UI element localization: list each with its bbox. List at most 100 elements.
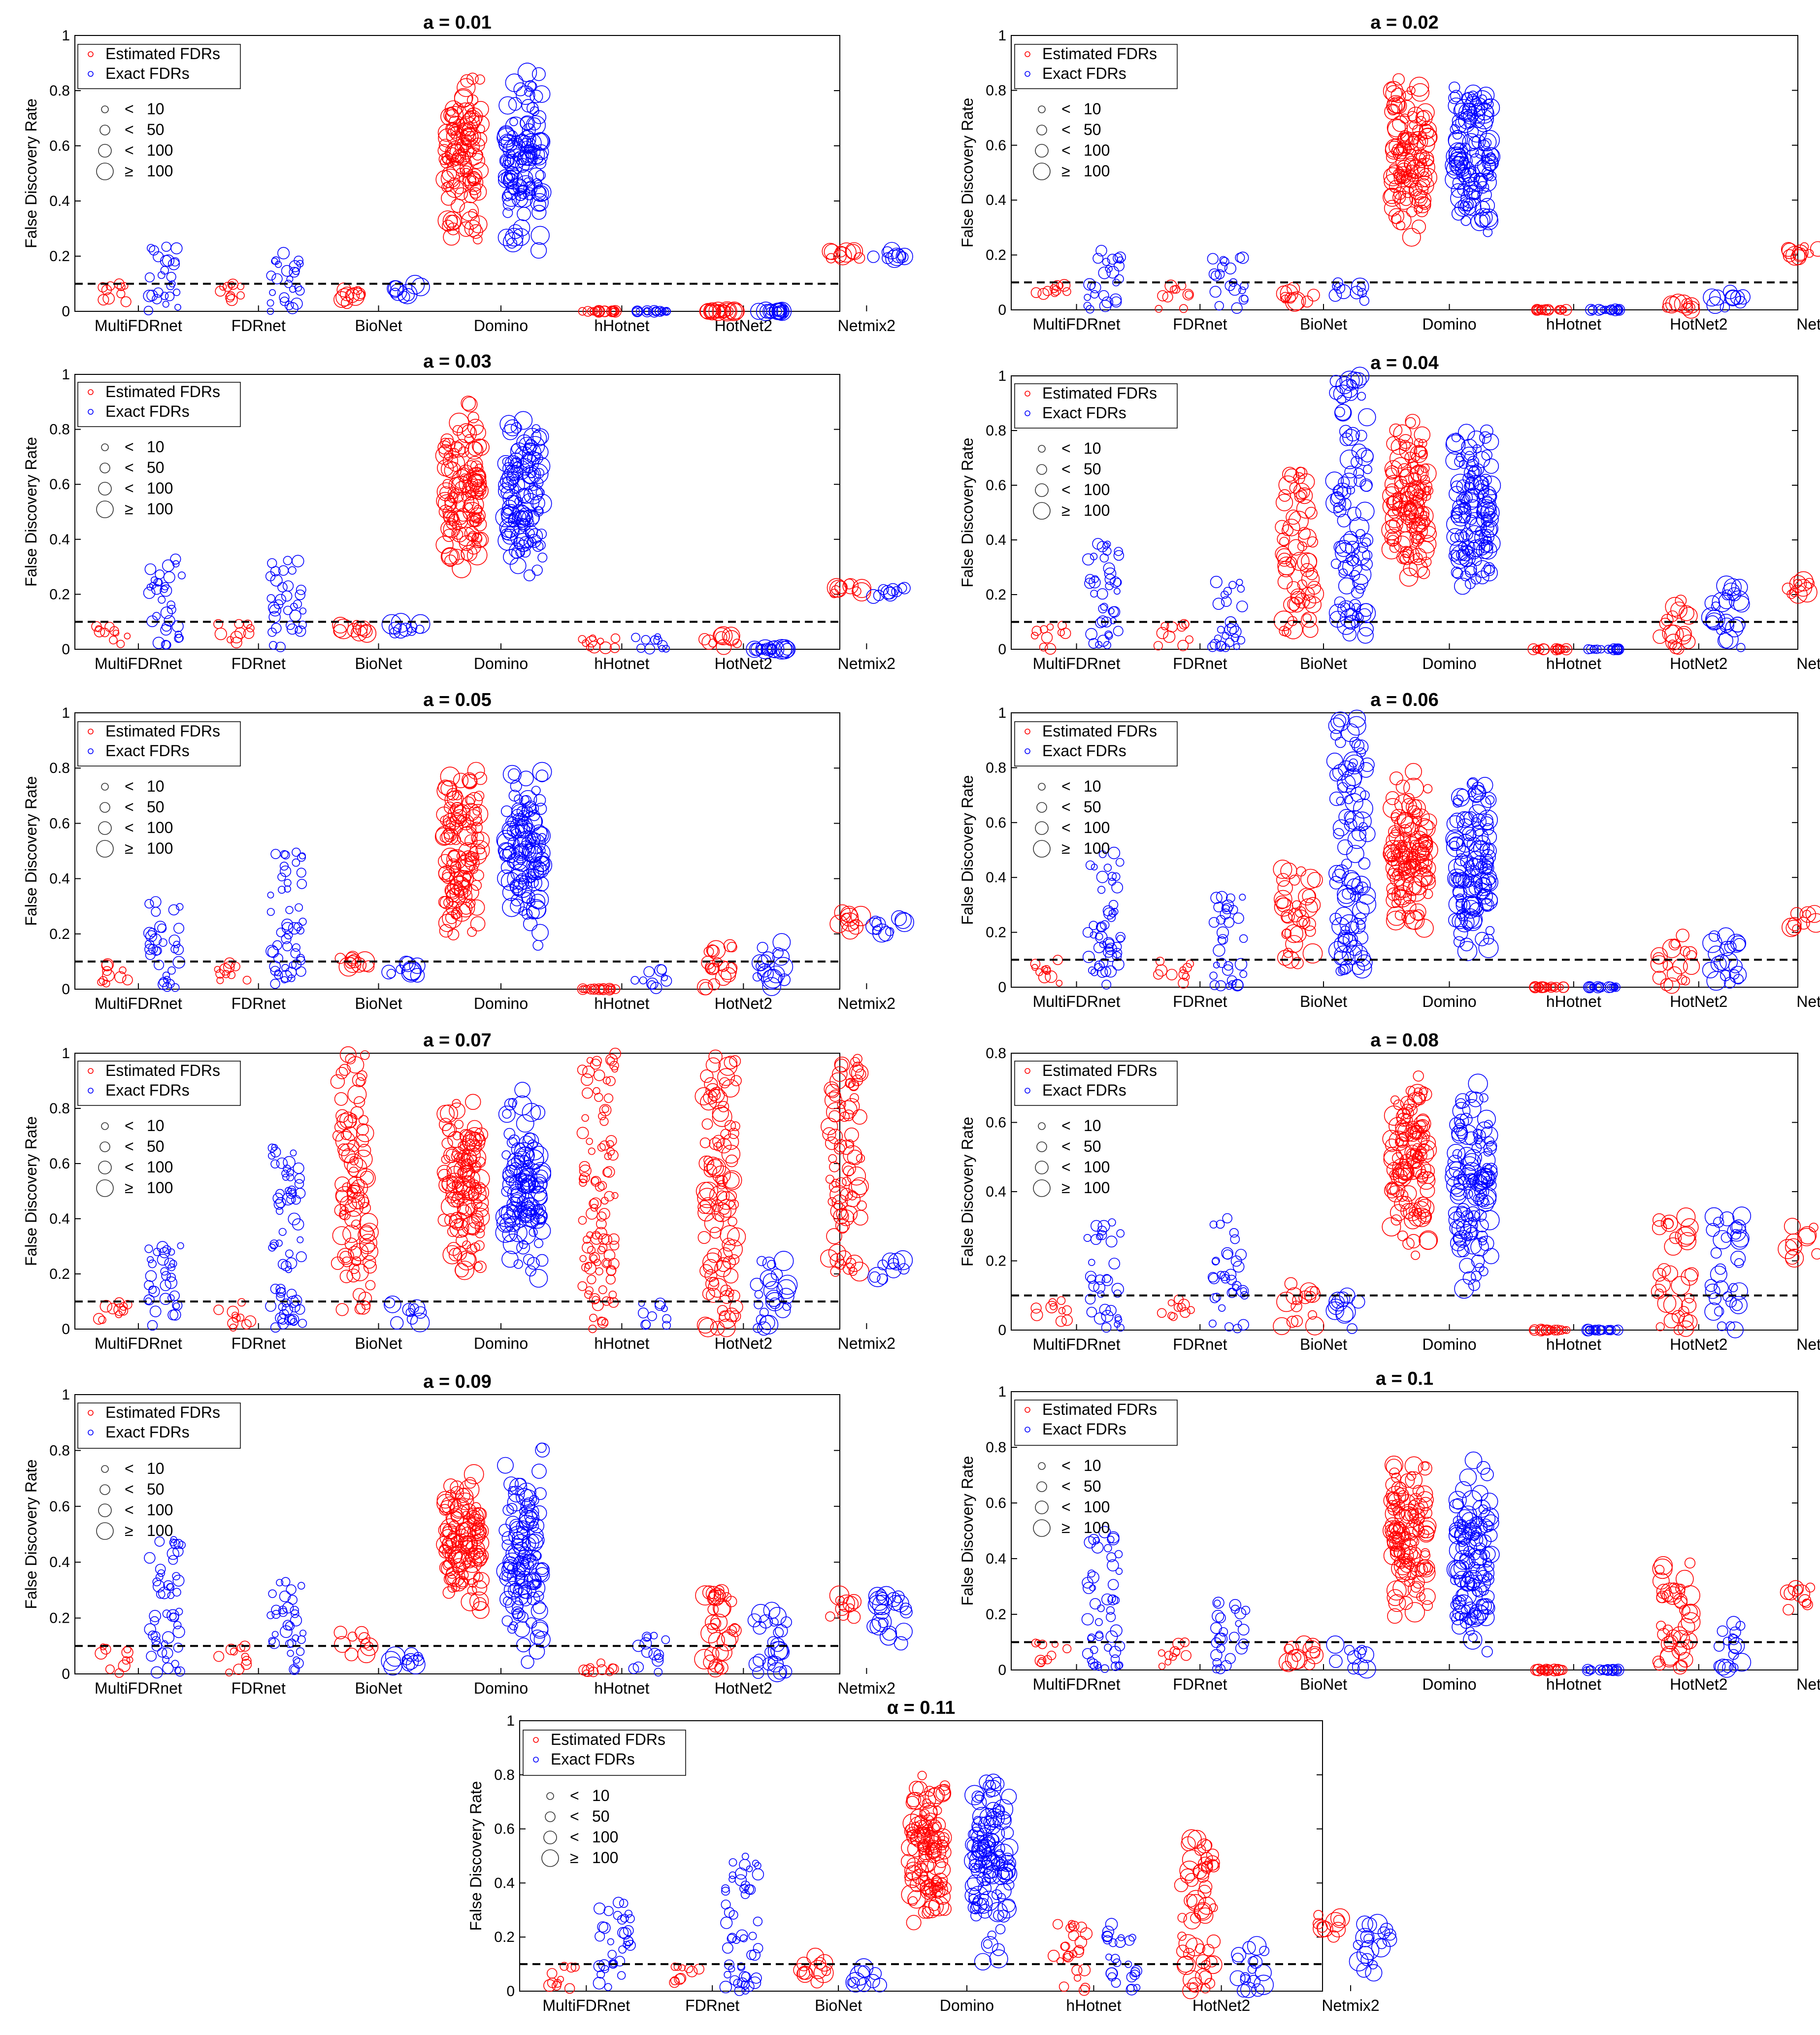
exact-fdr-point bbox=[1466, 104, 1486, 124]
exact-fdr-point bbox=[146, 583, 154, 591]
estimated-fdr-point bbox=[442, 437, 456, 451]
exact-fdr-point bbox=[774, 305, 787, 318]
estimated-fdr-point bbox=[445, 214, 458, 228]
estimated-fdr-point bbox=[581, 1073, 594, 1086]
exact-fdr-point bbox=[505, 116, 526, 137]
estimated-fdr-point bbox=[448, 476, 465, 494]
estimated-fdr-point bbox=[1163, 631, 1176, 643]
estimated-fdr-point bbox=[446, 106, 456, 116]
y-tick-label: 0.4 bbox=[986, 869, 1006, 886]
exact-fdr-point bbox=[277, 247, 290, 260]
estimated-fdr-point bbox=[1058, 1307, 1066, 1315]
exact-fdr-point bbox=[281, 265, 293, 277]
exact-fdr-point bbox=[641, 1320, 651, 1329]
exact-fdr-point bbox=[171, 620, 184, 633]
exact-fdr-point bbox=[1452, 130, 1462, 140]
estimated-fdr-point bbox=[1663, 1313, 1679, 1329]
estimated-fdr-point bbox=[1399, 567, 1419, 587]
estimated-fdr-point bbox=[1155, 305, 1163, 313]
size-legend-symbol: < bbox=[1061, 1137, 1071, 1155]
exact-fdr-point bbox=[526, 115, 546, 135]
size-legend-value: 100 bbox=[1084, 819, 1110, 836]
panel-title: a = 0.05 bbox=[423, 690, 491, 710]
exact-fdr-point bbox=[1459, 156, 1468, 166]
size-legend-symbol: < bbox=[1061, 798, 1071, 816]
x-tick-label: FDRnet bbox=[1173, 315, 1227, 333]
exact-fdr-point bbox=[514, 1151, 531, 1168]
exact-fdr-point bbox=[502, 424, 519, 440]
estimated-fdr-point bbox=[606, 306, 617, 317]
exact-fdr-point bbox=[277, 582, 288, 593]
exact-fdr-point bbox=[533, 1222, 551, 1240]
exact-fdr-point bbox=[532, 110, 547, 124]
exact-fdr-point bbox=[155, 1573, 164, 1581]
exact-fdr-point bbox=[1445, 155, 1465, 176]
estimated-fdr-point bbox=[467, 411, 479, 424]
exact-fdr-point bbox=[295, 626, 303, 634]
exact-fdr-point bbox=[146, 244, 155, 253]
exact-fdr-point bbox=[167, 1248, 175, 1256]
estimated-fdr-point bbox=[467, 108, 476, 117]
exact-fdr-point bbox=[1473, 172, 1488, 187]
exact-fdr-point bbox=[518, 770, 534, 787]
estimated-fdr-point bbox=[1030, 1308, 1043, 1321]
y-tick-label: 0.4 bbox=[49, 193, 70, 209]
exact-fdr-point bbox=[293, 1656, 300, 1664]
exact-fdr-point bbox=[1474, 103, 1494, 124]
exact-fdr-point bbox=[514, 411, 533, 430]
exact-fdr-point bbox=[1735, 289, 1751, 305]
exact-fdr-point bbox=[1107, 254, 1118, 265]
exact-fdr-point bbox=[1445, 170, 1464, 190]
exact-fdr-point bbox=[388, 280, 405, 297]
estimated-fdr-point bbox=[597, 1317, 609, 1329]
exact-fdr-point bbox=[641, 635, 651, 645]
estimated-fdr-point bbox=[1050, 1303, 1057, 1310]
estimated-fdr-point bbox=[1387, 906, 1407, 926]
exact-fdr-point bbox=[283, 1156, 296, 1169]
exact-fdr-point bbox=[532, 940, 543, 951]
estimated-fdr-point bbox=[1404, 158, 1417, 171]
exact-fdr-point bbox=[290, 1614, 302, 1627]
estimated-fdr-point bbox=[1166, 968, 1178, 981]
exact-fdr-point bbox=[1111, 296, 1122, 308]
exact-fdr-point bbox=[1717, 633, 1733, 649]
size-legend-marker bbox=[99, 802, 110, 813]
exact-fdr-point bbox=[507, 130, 518, 141]
x-tick-label: HotNet2 bbox=[715, 655, 772, 672]
exact-fdr-point bbox=[528, 463, 549, 484]
estimated-fdr-point bbox=[109, 635, 118, 645]
legend-exact-label: Exact FDRs bbox=[105, 65, 190, 82]
exact-fdr-point bbox=[1091, 1220, 1102, 1232]
exact-fdr-point bbox=[410, 614, 430, 634]
estimated-fdr-point bbox=[593, 1069, 605, 1081]
exact-fdr-point bbox=[522, 1133, 539, 1149]
exact-fdr-point bbox=[1329, 492, 1345, 507]
estimated-fdr-point bbox=[1404, 135, 1424, 155]
exact-fdr-point bbox=[502, 1234, 524, 1254]
size-legend-value: 50 bbox=[147, 798, 165, 816]
estimated-fdr-point bbox=[828, 1154, 837, 1163]
exact-fdr-point bbox=[1462, 102, 1476, 116]
size-legend-symbol: < bbox=[1061, 819, 1071, 836]
exact-fdr-point bbox=[1474, 109, 1494, 130]
estimated-fdr-point bbox=[1402, 228, 1421, 247]
exact-fdr-point bbox=[504, 1098, 517, 1110]
estimated-fdr-point bbox=[1386, 910, 1406, 931]
estimated-fdr-point bbox=[352, 287, 366, 301]
exact-fdr-point bbox=[1703, 288, 1721, 307]
panel-title: a = 0.02 bbox=[1370, 12, 1438, 33]
estimated-fdr-point bbox=[604, 1191, 615, 1201]
exact-fdr-point bbox=[1237, 585, 1245, 593]
exact-fdr-point bbox=[536, 529, 547, 539]
size-legend-marker bbox=[98, 1161, 112, 1174]
estimated-fdr-point bbox=[359, 1202, 371, 1214]
exact-fdr-point bbox=[297, 853, 306, 862]
estimated-fdr-point bbox=[852, 579, 871, 598]
exact-fdr-point bbox=[631, 633, 641, 642]
estimated-fdr-point bbox=[1304, 596, 1322, 613]
estimated-fdr-point bbox=[830, 1266, 841, 1277]
estimated-fdr-point bbox=[360, 1050, 370, 1060]
estimated-fdr-point bbox=[230, 631, 243, 644]
